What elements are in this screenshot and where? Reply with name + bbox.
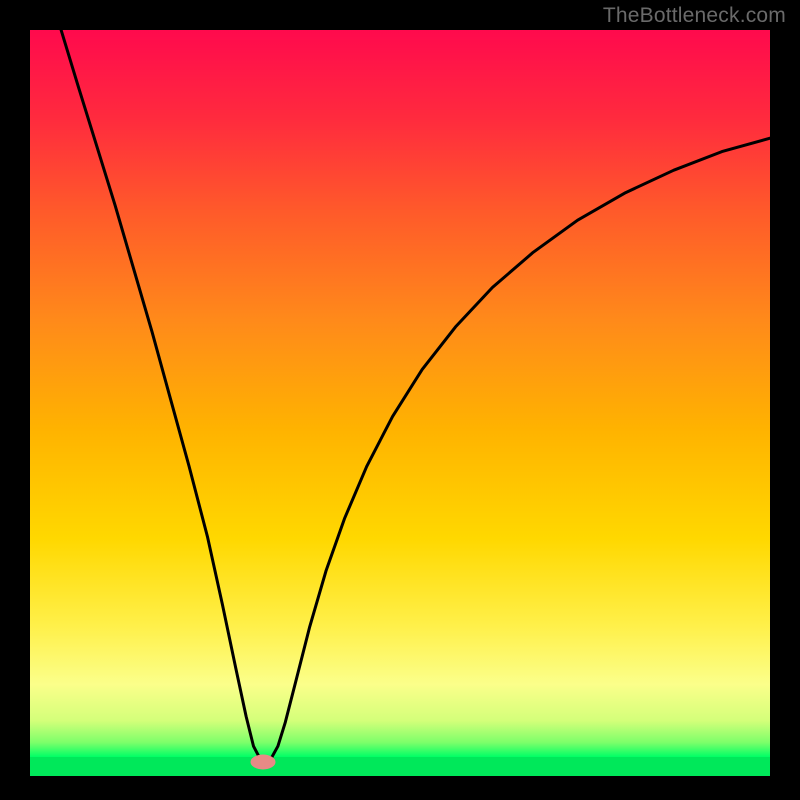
- heat-gradient: [30, 30, 770, 757]
- green-band: [30, 757, 770, 776]
- optimum-marker: [251, 754, 276, 769]
- plot-area: [30, 30, 770, 776]
- watermark-text: TheBottleneck.com: [603, 4, 786, 28]
